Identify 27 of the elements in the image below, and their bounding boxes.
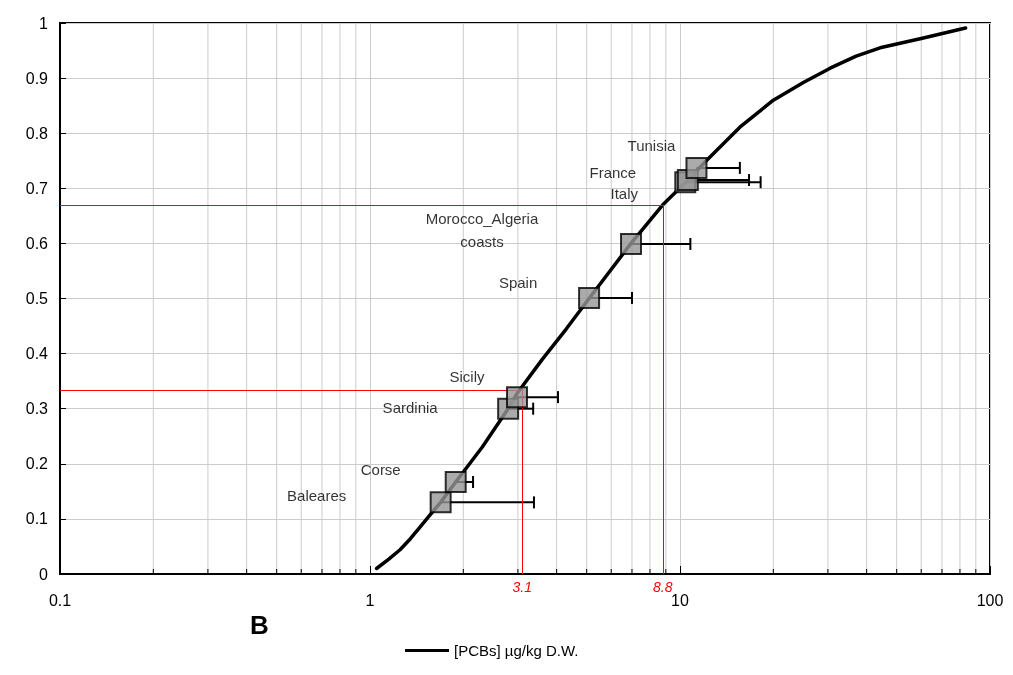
y-tick-label: 0 xyxy=(39,565,49,583)
y-tick-label: 0.5 xyxy=(25,290,49,307)
legend-label: [PCBs] µg/kg D.W. xyxy=(454,642,579,659)
y-tick-label: 0.9 xyxy=(25,69,49,87)
y-tick-label: 0.4 xyxy=(25,345,49,363)
annotation: Sardinia xyxy=(382,399,439,417)
y-tick-label: 0.6 xyxy=(25,234,49,252)
x-tick-label: 100 xyxy=(976,591,1004,609)
annotation: Tunisia xyxy=(627,137,676,155)
x-tick-label: 10 xyxy=(671,591,689,609)
annotation: Corse xyxy=(360,461,401,479)
y-tick-label: 0.1 xyxy=(25,510,49,528)
annotation: Italy xyxy=(610,184,639,202)
annotation: Spain xyxy=(498,274,538,292)
y-tick-label: 0.2 xyxy=(25,455,49,473)
y-tick-label: 0.7 xyxy=(25,179,49,197)
annotation: Morocco_Algeria coasts xyxy=(425,209,539,250)
ref-line-label: 3.1 xyxy=(512,579,533,595)
x-tick-label: 1 xyxy=(365,591,375,609)
annotation: Sicily xyxy=(449,367,485,385)
y-tick-label: 0.8 xyxy=(25,124,49,142)
annotation: Baleares xyxy=(287,486,347,504)
y-tick-label: 0.3 xyxy=(25,400,49,418)
y-tick-label: 1 xyxy=(39,14,49,32)
text: B xyxy=(250,610,269,640)
ref-line-label: 8.8 xyxy=(653,579,673,595)
annotation: France xyxy=(589,163,637,181)
